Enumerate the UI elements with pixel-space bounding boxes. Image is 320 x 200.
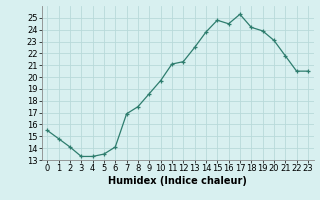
X-axis label: Humidex (Indice chaleur): Humidex (Indice chaleur): [108, 176, 247, 186]
